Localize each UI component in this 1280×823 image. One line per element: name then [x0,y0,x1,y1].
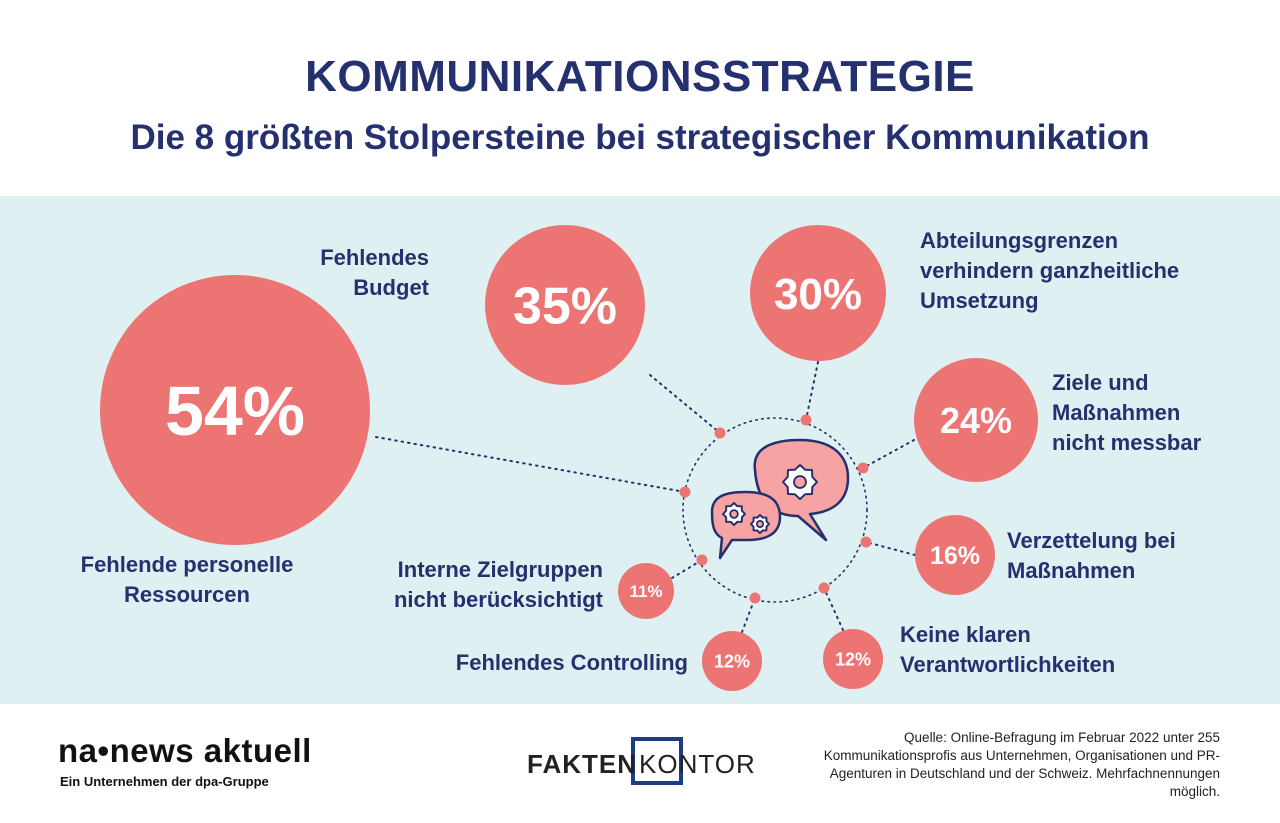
bubble-1 [485,225,645,385]
gear-small-right-icon-hub [755,519,765,529]
faktenkontor-logo-frame [631,737,683,785]
bubble-0 [100,275,370,545]
connector-5 [823,587,844,631]
page-subtitle: Die 8 größten Stolpersteine bei strategi… [130,118,1150,157]
bubble-5 [823,629,883,689]
hub-dot-6 [749,592,761,604]
bubble-label-6: Fehlendes Controlling [456,650,688,675]
bubble-2 [750,225,886,361]
hub-dot-7 [696,554,708,566]
connector-4 [865,541,916,556]
speech-bubble-small-icon [710,490,782,560]
source-note: Quelle: Online-Befragung im Februar 2022… [823,730,1220,799]
gear-large-icon-hub [793,475,807,489]
hub-dot-1 [714,427,726,439]
hub-dot-4 [860,536,872,548]
connector-6 [741,597,756,633]
bubble-value-4: 16% [930,542,980,570]
bubble-value-6: 12% [714,651,750,671]
connector-2 [805,361,819,421]
faktenkontor-logo: FAKTEN KONTOR [527,733,817,789]
bubble-value-7: 11% [629,582,662,601]
bubble-label-5: Keine klaren Verantwortlichkeiten [900,622,1115,677]
bubble-label-7: Interne Zielgruppen nicht berücksichtigt [394,557,604,612]
bubble-label-1: Fehlendes Budget [320,245,429,300]
bubble-value-3: 24% [940,400,1012,441]
bubble-3 [914,358,1038,482]
hub-dot-3 [857,462,869,474]
hub-dot-5 [818,582,830,594]
news-aktuell-tagline: Ein Unternehmen der dpa-Gruppe [60,774,269,789]
bubble-7 [618,563,674,619]
connector-1 [649,374,721,434]
bubble-label-0: Fehlende personelle Ressourcen [81,552,294,607]
bubble-4 [915,515,995,595]
page-title: KOMMUNIKATIONSSTRATEGIE [305,52,975,101]
bubble-value-5: 12% [835,649,871,669]
connector-0 [375,436,686,493]
bubble-6 [702,631,762,691]
hub-dot-0 [679,486,691,498]
hub-ring [682,417,868,603]
faktenkontor-logo-bold: FAKTEN [527,749,637,779]
bubble-value-2: 30% [774,270,862,319]
bubble-value-0: 54% [165,372,305,450]
faktenkontor-logo-light: KONTOR [639,749,756,779]
gear-small-left-icon-hub [729,509,739,519]
news-aktuell-logo: na•news aktuell [58,732,312,769]
hub-dot-2 [800,414,812,426]
connector-3 [862,439,915,469]
bubble-value-1: 35% [513,278,617,336]
bubble-label-4: Verzettelung bei Maßnahmen [1007,528,1176,583]
connector-7 [671,559,703,579]
bubble-label-2: Abteilungsgrenzen verhindern ganzheitlich… [920,228,1179,313]
bubble-label-3: Ziele und Maßnahmen nicht messbar [1052,370,1202,455]
